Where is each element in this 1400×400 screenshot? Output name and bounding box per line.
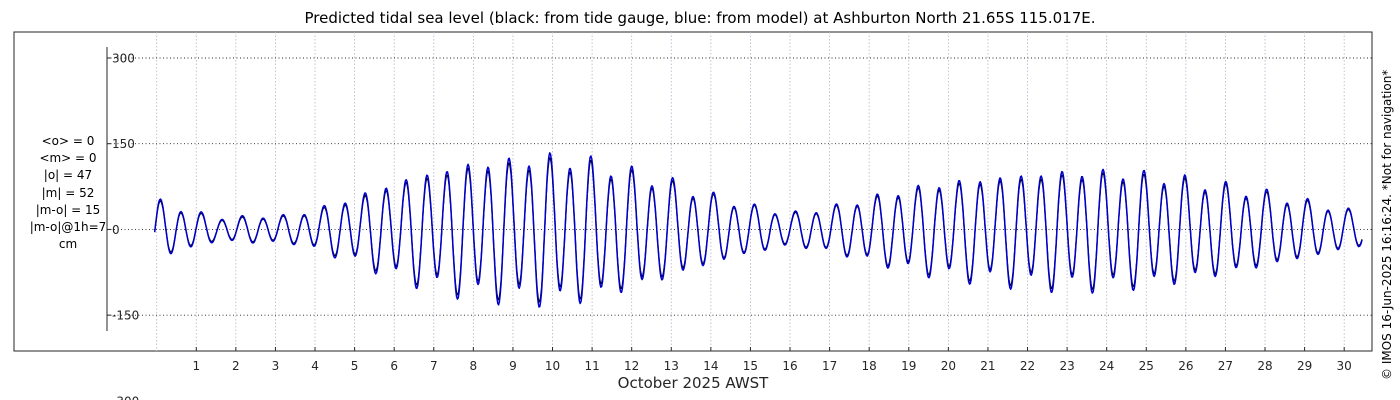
x-tick-label: 21 <box>980 359 995 373</box>
x-tick-label: 4 <box>311 359 319 373</box>
x-tick-label: 27 <box>1218 359 1233 373</box>
x-tick-label: 15 <box>743 359 758 373</box>
x-tick-label: 10 <box>545 359 560 373</box>
x-tick-label: 9 <box>509 359 517 373</box>
x-tick-label: 24 <box>1099 359 1114 373</box>
x-tick-label: 6 <box>390 359 398 373</box>
x-tick-label: 12 <box>624 359 639 373</box>
series-line-gauge <box>154 157 1363 303</box>
stat-mean-model: <m> = 0 <box>39 151 97 166</box>
x-tick-label: 22 <box>1020 359 1035 373</box>
x-axis-ticks: 1 2 3 4 5 6 7 8 9 10 11 12 13 14 15 16 17 18 19 20 21 22 23 24 2… <box>192 347 1352 373</box>
plot-frame <box>13 31 1373 352</box>
stat-abs-observed: |o| = 47 <box>43 168 93 183</box>
y-grid <box>107 57 1372 316</box>
stats-panel: <o> = 0 <m> = 0 |o| = 47 |m| = 52 |m-o| … <box>20 133 116 253</box>
x-tick-label: 17 <box>822 359 837 373</box>
x-tick-label: 23 <box>1059 359 1074 373</box>
y-tick-label: 300 <box>112 52 135 66</box>
x-tick-label: 2 <box>232 359 240 373</box>
y-axis-ticks: -300 -150 0 150 300 <box>107 52 139 400</box>
x-tick-label: 1 <box>192 359 200 373</box>
x-tick-label: 28 <box>1257 359 1272 373</box>
footer-note: © IMOS 16-Jun-2025 16:16:24. *Not for na… <box>1380 69 1394 380</box>
x-tick-label: 16 <box>782 359 797 373</box>
stat-abs-diff: |m-o| = 15 <box>35 202 101 217</box>
x-tick-label: 13 <box>664 359 679 373</box>
series-line-model <box>153 152 1363 308</box>
x-tick-label: 5 <box>351 359 359 373</box>
stat-mean-observed: <o> = 0 <box>41 134 95 148</box>
y-tick-label: -150 <box>112 309 139 323</box>
chart-title: Predicted tidal sea level (black: from t… <box>304 9 1096 27</box>
x-tick-label: 7 <box>430 359 438 373</box>
y-tick-label: -300 <box>112 394 139 400</box>
x-tick-label: 30 <box>1337 359 1352 373</box>
x-tick-label: 29 <box>1297 359 1312 373</box>
stat-abs-diff-1h: |m-o|@1h=7 <box>29 219 107 234</box>
x-grid <box>156 32 1345 351</box>
x-tick-label: 18 <box>862 359 877 373</box>
x-tick-label: 11 <box>584 359 599 373</box>
x-tick-label: 26 <box>1178 359 1193 373</box>
x-tick-label: 25 <box>1139 359 1154 373</box>
stat-abs-model: |m| = 52 <box>41 185 95 200</box>
y-tick-label: 0 <box>112 223 120 237</box>
x-tick-label: 19 <box>901 359 916 373</box>
stat-unit: cm <box>58 237 78 252</box>
series-layer <box>153 152 1363 308</box>
x-tick-label: 8 <box>470 359 478 373</box>
x-tick-label: 20 <box>941 359 956 373</box>
x-tick-label: 3 <box>272 359 280 373</box>
y-tick-label: 150 <box>112 137 135 151</box>
x-axis-label: October 2025 AWST <box>617 374 769 392</box>
x-tick-label: 14 <box>703 359 718 373</box>
